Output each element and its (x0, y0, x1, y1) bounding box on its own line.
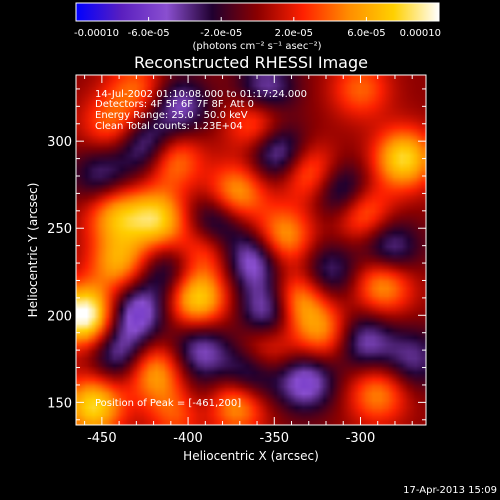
y-tick-labels: 150 200 250 300 (47, 135, 72, 411)
x-axis-label: Heliocentric X (arcsec) (183, 449, 319, 463)
annotation-energy-range: Energy Range: 25.0 - 50.0 keV (95, 110, 248, 121)
axis-tick-marks (76, 75, 426, 425)
colorbar-tick-label: 0.00010 (400, 28, 441, 39)
peak-position-label: Position of Peak = [-461,200] (95, 398, 241, 409)
annotation-counts: Clean Total counts: 1.23E+04 (95, 121, 243, 132)
chart-title: Reconstructed RHESSI Image (134, 53, 368, 72)
plot-area (75, 74, 427, 426)
x-tick-labels: -450 -400 -350 -300 (87, 431, 375, 446)
x-tick-label: -450 (87, 431, 117, 446)
colorbar-tick-label: -2.0e-05 (200, 28, 242, 39)
heatmap-image (76, 75, 426, 425)
render-timestamp: 17-Apr-2013 15:09 (403, 485, 497, 496)
colorbar-tick-label: 6.0e-05 (347, 28, 385, 39)
y-tick-label: 200 (47, 309, 72, 324)
y-tick-label: 150 (47, 396, 72, 411)
colorbar: -0.00010 -6.0e-05 -2.0e-05 2.0e-05 6.0e-05 0.… (74, 2, 441, 52)
colorbar-strip (75, 2, 440, 22)
x-tick-label: -300 (346, 431, 376, 446)
colorbar-tick-label: 2.0e-05 (275, 28, 313, 39)
annotation-block: 14-Jul-2002 01:10:08.000 to 01:17:24.000… (95, 89, 307, 132)
y-axis-label: Heliocentric Y (arcsec) (26, 183, 40, 318)
colorbar-tick-label: -6.0e-05 (128, 28, 170, 39)
annotation-time-range: 14-Jul-2002 01:10:08.000 to 01:17:24.000 (95, 89, 307, 100)
x-tick-label: -400 (173, 431, 203, 446)
plot-frame (75, 74, 427, 426)
y-tick-label: 300 (47, 135, 72, 150)
x-tick-label: -350 (260, 431, 290, 446)
colorbar-tick-label: -0.00010 (74, 28, 119, 39)
y-tick-label: 250 (47, 222, 72, 237)
annotation-detectors: Detectors: 4F 5F 6F 7F 8F, Att 0 (95, 99, 254, 110)
colorbar-units: (photons cm⁻² s⁻¹ asec⁻²) (192, 41, 321, 52)
colorbar-ticks: -0.00010 -6.0e-05 -2.0e-05 2.0e-05 6.0e-05 0.… (74, 17, 441, 39)
